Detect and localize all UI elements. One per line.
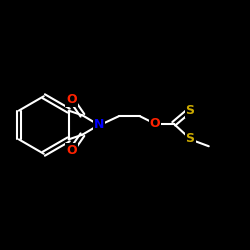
Text: O: O [66,92,76,106]
Text: O: O [150,117,160,130]
Text: O: O [66,144,76,158]
Text: S: S [186,104,194,117]
Text: N: N [94,118,104,132]
Text: S: S [186,132,194,145]
